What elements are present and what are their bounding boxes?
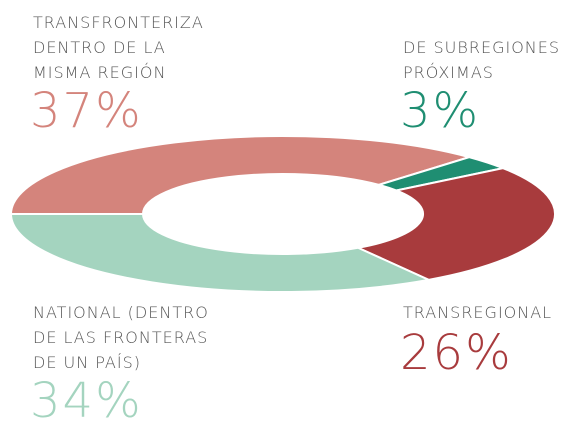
slice xyxy=(354,167,556,281)
slice xyxy=(9,135,473,215)
value-label: 34% xyxy=(30,373,143,429)
value-label: 3% xyxy=(400,83,481,139)
value-label: 37% xyxy=(30,83,143,139)
label: TRANSREGIONAL xyxy=(403,303,553,322)
label: DE SUBREGIONES PRÓXIMAS xyxy=(403,38,561,82)
label: NATIONAL (DENTRO DE LAS FRONTERAS DE UN … xyxy=(33,303,209,372)
label: TRANSFRONTERIZA DENTRO DE LA MISMA REGIÓ… xyxy=(33,13,204,82)
slice xyxy=(9,213,433,293)
value-label: 26% xyxy=(400,325,513,381)
